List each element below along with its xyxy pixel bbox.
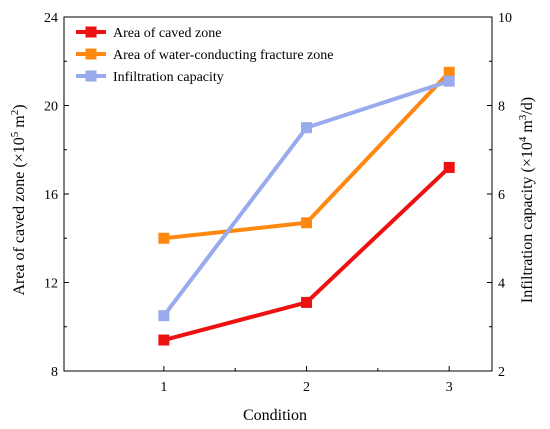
legend-swatch-marker: [85, 48, 97, 60]
y-right-tick-label: 6: [498, 188, 505, 203]
y-left-title-part: m: [11, 115, 28, 132]
y-left-tick-label: 16: [44, 188, 58, 203]
legend-swatch-marker: [85, 70, 97, 82]
y-left-axis-title: Area of caved zone (×105 m2): [9, 104, 28, 295]
data-point: [301, 296, 313, 308]
legend-label: Area of caved zone: [113, 26, 221, 41]
legend-swatch-marker: [85, 26, 97, 38]
series-line: [163, 165, 451, 342]
data-point: [443, 75, 455, 87]
x-tick-label: 2: [303, 380, 310, 395]
y-left-title-part: ): [11, 104, 28, 109]
y-left-title-exp: 5: [9, 131, 21, 137]
y-right-axis-title: Infiltration capacity (×104 m3/d): [517, 97, 536, 303]
y-right-tick-label: 4: [498, 277, 505, 292]
legend: Area of caved zone Area of water-conducti…: [76, 26, 334, 85]
data-point: [301, 122, 313, 134]
y-left-tick-label: 20: [44, 100, 58, 115]
y-right-tick-label: 2: [498, 365, 505, 380]
y-right-title-part: Infiltration capacity (×10: [519, 142, 536, 303]
x-tick-label: 3: [446, 380, 453, 395]
y-right-title-part: /d): [519, 97, 536, 115]
y-right-title-part: m: [519, 120, 536, 137]
series-layer: [158, 66, 455, 346]
y-left-tick-label: 12: [44, 277, 58, 292]
x-axis-title: Condition: [243, 407, 307, 424]
data-point: [443, 161, 455, 173]
y-left-title-part: Area of caved zone (×10: [11, 137, 28, 295]
y-right-title-exp: 4: [517, 136, 529, 142]
legend-label: Area of water-conducting fracture zone: [113, 48, 334, 63]
y-left-tick-label: 8: [51, 365, 58, 380]
data-point: [443, 66, 455, 78]
data-point: [158, 334, 170, 346]
y-right-tick-label: 10: [498, 11, 512, 26]
data-point: [301, 217, 313, 229]
y-left-tick-label: 24: [44, 11, 58, 26]
legend-label: Infiltration capacity: [113, 70, 224, 85]
x-tick-label: 1: [160, 380, 167, 395]
y-left-title-exp: 2: [9, 110, 21, 116]
data-point: [158, 310, 170, 322]
data-point: [158, 232, 170, 244]
y-right-title-exp: 3: [517, 114, 529, 120]
y-right-tick-label: 8: [498, 100, 505, 115]
